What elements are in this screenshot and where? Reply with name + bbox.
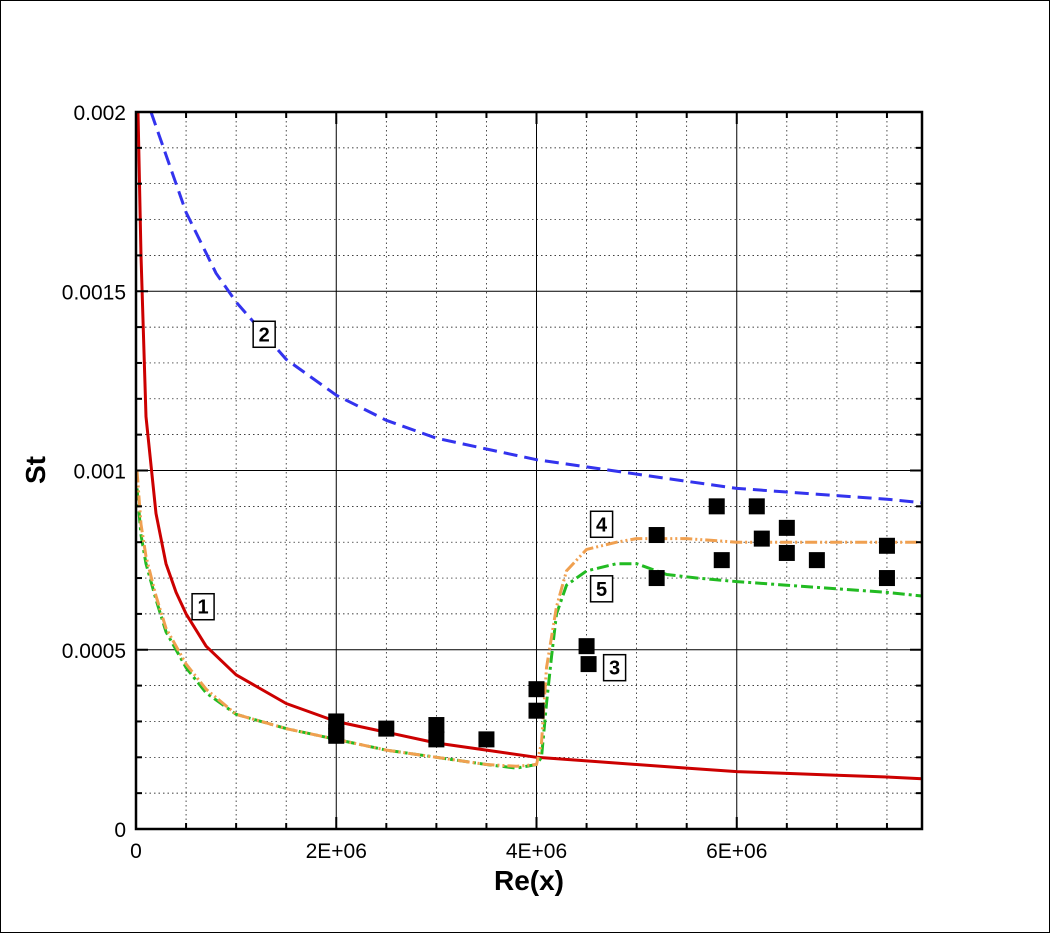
series-tag-5: 5: [589, 575, 614, 603]
data-marker: [528, 681, 545, 698]
series-tag-box: [589, 510, 614, 539]
x-tick-label: 0: [130, 840, 142, 863]
series-group: [135, 111, 923, 781]
data-marker: [713, 552, 730, 569]
data-marker: [648, 527, 665, 544]
data-marker: [708, 498, 725, 515]
data-marker: [578, 638, 595, 655]
data-marker: [580, 656, 597, 673]
data-marker: [778, 519, 795, 536]
series-tag-label: 2: [259, 324, 270, 346]
grid: [136, 112, 922, 829]
y-axis-title: St: [20, 456, 51, 484]
data-marker: [648, 570, 665, 587]
x-axis-title: Re(x): [494, 865, 564, 896]
data-marker: [328, 727, 345, 744]
x-tick-label: 4E+06: [506, 840, 567, 863]
series-tag-box: [602, 653, 627, 682]
data-marker: [528, 702, 545, 719]
series-tags: 1 2 3 4 5: [191, 320, 627, 682]
data-marker: [478, 731, 495, 748]
series-line-4: [135, 470, 922, 768]
series-tag-label: 4: [596, 514, 608, 536]
series-line-2: [149, 111, 923, 505]
series-tag-label: 5: [596, 579, 607, 601]
series-tag-label: 3: [609, 658, 620, 680]
data-marker: [378, 720, 395, 737]
data-marker: [778, 544, 795, 561]
axis-ticks: [135, 111, 922, 830]
series-tag-3: 3: [602, 653, 627, 682]
data-marker: [878, 537, 895, 554]
series-line-1: [136, 111, 923, 781]
data-marker: [878, 570, 895, 587]
tick-labels: 0 2E+06 4E+06 6E+06 0 0.0005 0.001 0.0015 0.002: [62, 102, 768, 863]
data-marker: [748, 498, 765, 515]
series-tag-box: [589, 575, 614, 603]
series-tag-label: 1: [198, 597, 209, 619]
x-tick-label: 6E+06: [706, 840, 767, 863]
y-tick-label: 0: [114, 819, 126, 842]
data-marker: [808, 552, 825, 569]
series-tag-box: [191, 592, 215, 621]
series-tag-4: 4: [589, 510, 614, 539]
data-marker: [753, 530, 770, 547]
series-tag-1: 1: [191, 592, 215, 621]
y-tick-label: 0.002: [73, 102, 126, 125]
data-marker: [428, 731, 445, 748]
data-marker: [428, 717, 445, 734]
series-tag-box: [252, 320, 276, 349]
y-tick-label: 0.0015: [62, 281, 126, 304]
series-line-3: [135, 488, 923, 770]
data-markers: [328, 498, 895, 748]
y-tick-label: 0.0005: [62, 640, 126, 663]
x-tick-label: 2E+06: [306, 840, 367, 863]
series-tag-2: 2: [252, 320, 276, 349]
y-tick-label: 0.001: [73, 461, 126, 484]
